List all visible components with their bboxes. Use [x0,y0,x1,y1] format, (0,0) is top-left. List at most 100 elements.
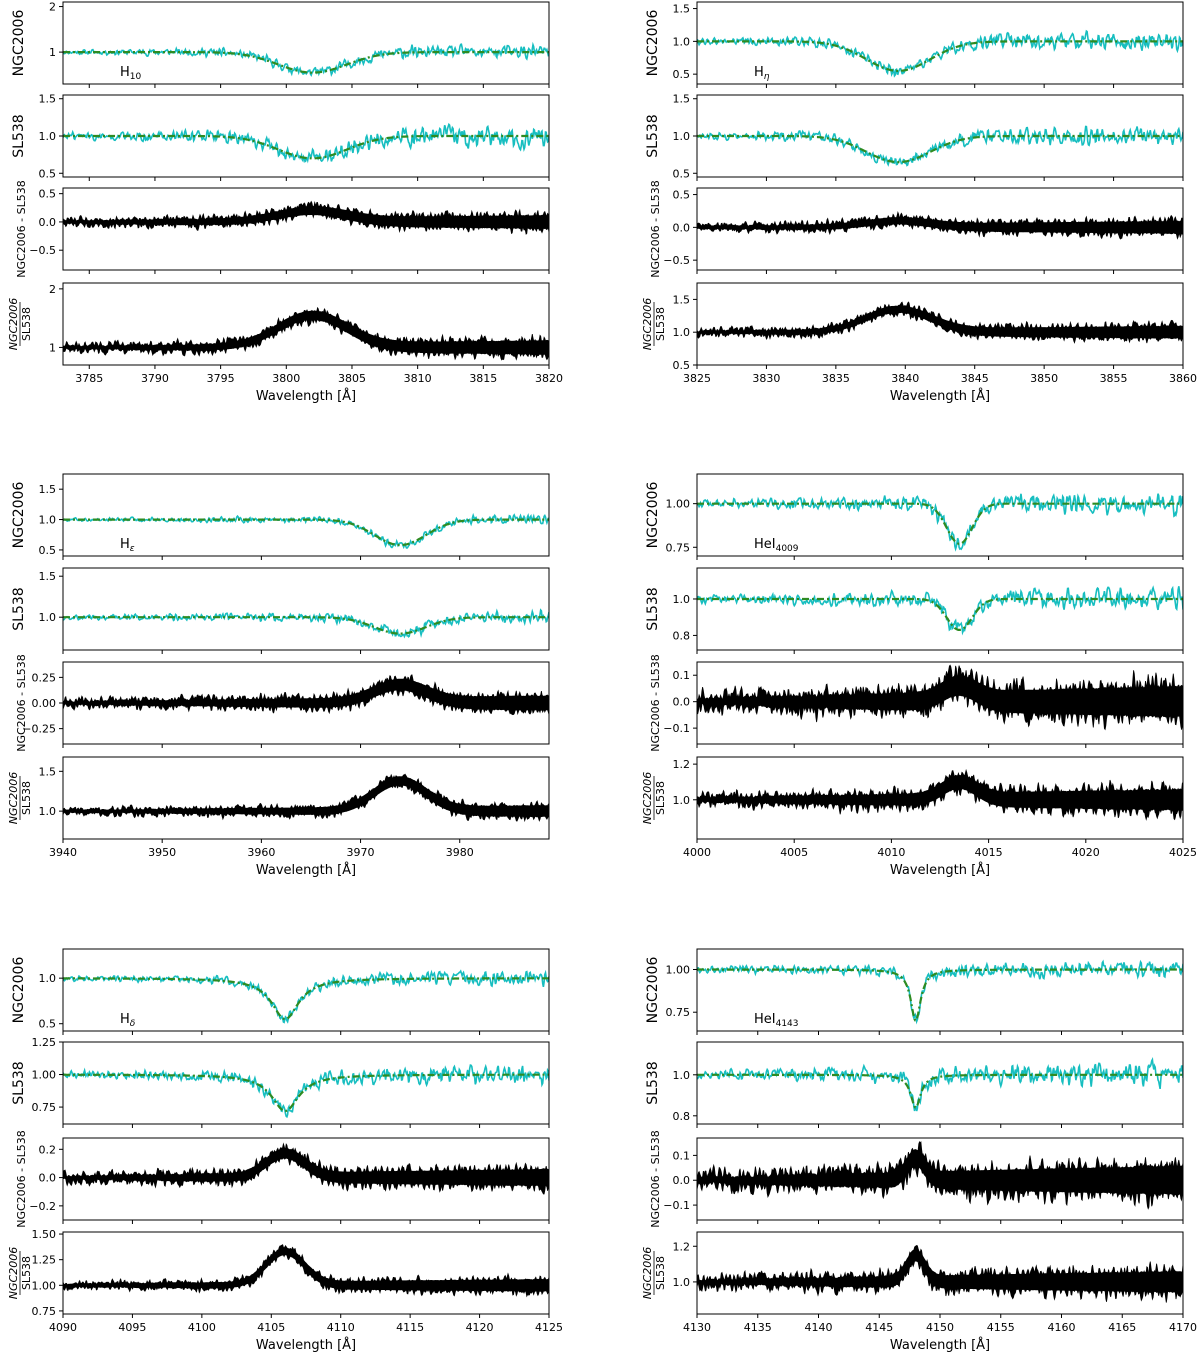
model-profile-line [63,1073,549,1113]
panel-data-1-2 [697,210,1183,240]
y-tick-label: 1.5 [673,3,691,16]
x-tick-label: 3960 [247,846,275,859]
y-tick-label: 0.5 [673,68,691,81]
y-tick-label: 1.0 [673,794,691,807]
panel-data-4-1 [63,1063,549,1119]
x-tick-label: 3795 [207,372,235,385]
y-tick-label: 1.50 [32,1228,57,1241]
panel-data-3-1 [697,585,1183,636]
panel-0-1: 0.5 1.0 1.5 SL538 [11,93,550,181]
ratio-denominator: SL538 [20,1256,33,1290]
observed-spectrum-line [63,1063,549,1119]
panel-4-3: 0.75 1.00 1.25 1.50 NGC2006 SL538 4090 4095 4100… [7,1228,563,1334]
y-tick-label: 0.5 [39,544,57,557]
y-axis-label: NGC2006 [11,957,27,1024]
panel-frame [696,1,1184,85]
panel-frame [696,473,1184,557]
x-tick-label: 4145 [865,1321,893,1334]
panel-frame [696,282,1184,366]
panel-3-0: 0.75 1.00 NGC2006 HeI4009 [645,473,1184,560]
y-tick-label: 0.1 [673,669,691,682]
ratio-band [63,773,549,823]
x-tick-label: 3940 [49,846,77,859]
x-tick-label: 4115 [396,1321,424,1334]
x-tick-label: 4140 [805,1321,833,1334]
y-tick-label: 1 [49,341,56,354]
ratio-denominator: SL538 [654,307,667,341]
y-tick-label: 1.5 [39,483,57,496]
difference-band [697,664,1183,731]
ratio-numerator: NGC2006 [7,772,20,824]
panel-frame [696,187,1184,271]
panel-data-4-0 [63,969,549,1024]
model-profile-line [697,40,1183,72]
y-axis-label: NGC2006 SL538 [7,772,33,824]
spectral-line-label: H10 [120,65,142,82]
x-tick-label: 3810 [404,372,432,385]
panel-3-1: 0.8 1.0 SL538 [645,567,1184,654]
y-axis-label: NGC2006 SL538 [7,298,33,350]
panel-4-1: 0.75 1.00 1.25 SL538 [11,1036,550,1128]
panel-2-1: 1.0 1.5 SL538 [11,567,550,654]
y-tick-label: 1.0 [39,805,57,818]
y-axis-label: NGC2006 - SL538 [649,1130,662,1228]
ratio-numerator: NGC2006 [7,1247,20,1299]
spectral-line-label: HeI4143 [754,1012,799,1029]
ratio-numerator: NGC2006 [7,298,20,350]
ratio-denominator: SL538 [654,1256,667,1290]
panel-5-1: 0.8 1.0 SL538 [645,1041,1184,1128]
y-tick-label: 0.5 [673,189,691,202]
y-tick-label: 1 [49,46,56,59]
x-tick-label: 3820 [535,372,563,385]
panel-data-4-3 [63,1244,549,1298]
panel-frame [62,1041,550,1125]
panel-0-3: 1 2 NGC2006 SL538 3785 3790 3795 3800 3805 3810 38… [7,282,563,385]
panel-frame [696,661,1184,745]
observed-spectrum-line [63,969,549,1024]
y-axis-label: NGC2006 [645,957,661,1024]
y-tick-label: 1.00 [32,1069,57,1082]
model-profile-line [697,502,1183,545]
panel-frame [696,1041,1184,1125]
x-tick-label: 4005 [780,846,808,859]
chart-1: 0.5 1.0 1.5 NGC2006 Hη 0.5 1.0 1.5 SL538 −0.5 0.0 0… [641,1,1197,404]
ratio-numerator: NGC2006 [641,772,654,824]
x-axis-label: Wavelength [Å] [256,388,356,404]
y-axis-label: SL538 [645,587,661,630]
model-profile-line [63,51,549,74]
ratio-denominator: SL538 [20,781,33,815]
x-tick-label: 4100 [188,1321,216,1334]
y-tick-label: 0.75 [666,1006,691,1019]
y-tick-label: 0.75 [32,1305,57,1318]
y-tick-label: 1.00 [666,498,691,511]
ratio-band [63,1244,549,1298]
y-tick-label: 2 [49,283,56,296]
y-tick-label: 1.0 [673,1276,691,1289]
x-tick-label: 4110 [327,1321,355,1334]
y-axis-label: NGC2006 - SL538 [15,1130,28,1228]
y-axis-label: NGC2006 SL538 [641,298,667,350]
panel-frame [62,282,550,366]
panel-4-2: −0.2 0.0 0.2 NGC2006 - SL538 [15,1130,550,1228]
x-tick-label: 3980 [446,846,474,859]
y-tick-label: 1.0 [673,1069,691,1082]
panel-data-5-2 [697,1140,1183,1210]
y-tick-label: 0.5 [673,167,691,180]
chart-3: 0.75 1.00 NGC2006 HeI4009 0.8 1.0 SL538 −0.1 0.0… [641,473,1197,878]
y-axis-label: SL538 [11,1061,27,1104]
panel-data-3-2 [697,664,1183,731]
y-axis-label: SL538 [645,114,661,157]
panel-data-2-2 [63,674,549,716]
panel-4-0: 0.5 1.0 NGC2006 Hδ [11,948,550,1035]
y-axis-label: NGC2006 SL538 [7,1247,33,1299]
x-tick-label: 4015 [975,846,1003,859]
panel-3-3: 1.0 1.2 NGC2006 SL538 4000 4005 4010 4015 4020 40… [641,756,1197,859]
x-tick-label: 3825 [683,372,711,385]
x-tick-label: 3785 [75,372,103,385]
x-tick-label: 3840 [891,372,919,385]
panel-data-2-1 [63,608,549,639]
y-tick-label: 1.25 [32,1254,57,1267]
y-tick-label: 1.0 [673,35,691,48]
model-profile-line [63,977,549,1021]
